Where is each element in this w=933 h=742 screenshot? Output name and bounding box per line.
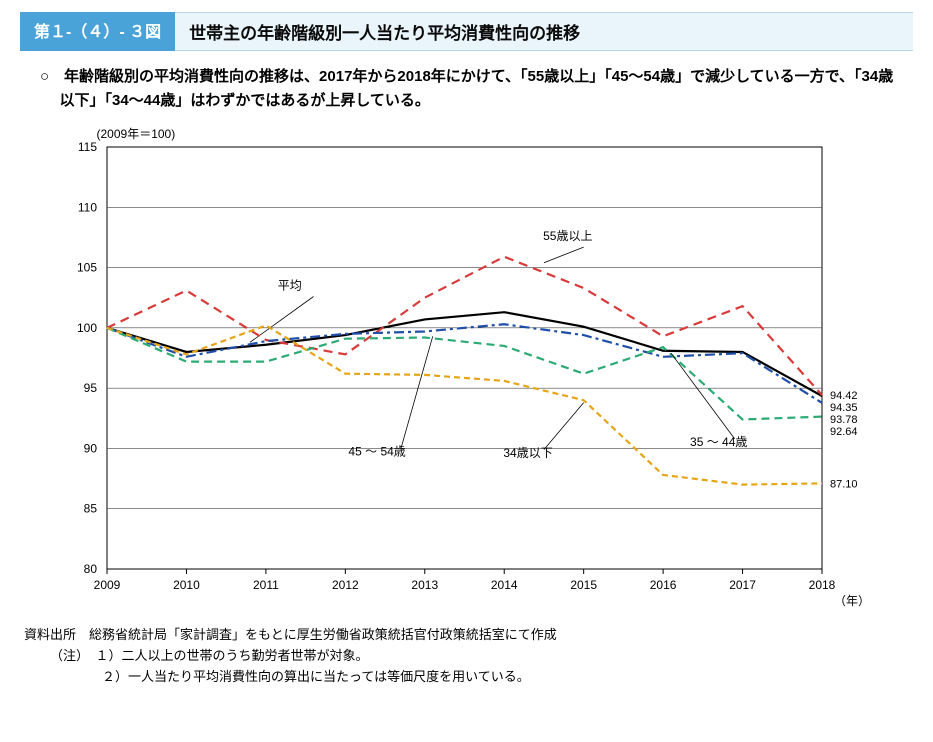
series-45～54歳 xyxy=(107,324,822,403)
x-tick-label: 2017 xyxy=(729,578,756,592)
notes-label: （注） xyxy=(50,648,83,663)
end-value-label: 87.10 xyxy=(830,478,858,490)
series-label: 平均 xyxy=(277,278,301,292)
y-tick-label: 85 xyxy=(83,502,97,516)
y-tick-label: 80 xyxy=(83,562,97,576)
x-tick-label: 2009 xyxy=(93,578,120,592)
x-tick-label: 2010 xyxy=(173,578,200,592)
y-axis-unit: (2009年＝100) xyxy=(97,125,176,142)
y-tick-label: 105 xyxy=(76,261,96,275)
x-tick-label: 2018 xyxy=(808,578,835,592)
summary-bullet: ○ 年齢階級別の平均消費性向の推移は、2017年から2018年にかけて、「55歳… xyxy=(40,65,903,113)
source-label: 資料出所 xyxy=(24,627,76,642)
callout-line xyxy=(543,247,583,263)
note-1: １）二人以上の世帯のうち勤労者世帯が対象。 xyxy=(96,648,369,663)
x-tick-label: 2011 xyxy=(252,578,278,592)
series-35～44歳 xyxy=(107,328,822,420)
y-tick-label: 110 xyxy=(77,200,96,214)
x-tick-label: 2014 xyxy=(490,578,517,592)
callout-line xyxy=(671,353,735,439)
figure-header: 第１-（４）- ３図 世帯主の年齢階級別一人当たり平均消費性向の推移 xyxy=(20,12,913,51)
end-value-label: 92.64 xyxy=(830,426,858,438)
end-value-label: 94.35 xyxy=(830,402,858,414)
chart-container: (2009年＝100) 8085909510010511011520092010… xyxy=(37,129,897,609)
end-value-label: 94.42 xyxy=(830,390,858,402)
x-tick-label: 2016 xyxy=(649,578,676,592)
y-tick-label: 90 xyxy=(83,441,97,455)
y-tick-label: 115 xyxy=(77,140,96,154)
source-line: 資料出所 総務省統計局「家計調査」をもとに厚生労働省政策統括官付政策統括室にて作… xyxy=(24,625,913,646)
plot-border xyxy=(107,147,822,569)
series-label: 45 ～ 54歳 xyxy=(348,445,405,459)
x-axis-unit: （年） xyxy=(833,594,869,608)
notes-block: （注） １）二人以上の世帯のうち勤労者世帯が対象。 ２）一人当たり平均消費性向の… xyxy=(50,646,913,688)
y-tick-label: 95 xyxy=(83,381,97,395)
end-value-label: 93.78 xyxy=(830,414,858,426)
x-tick-label: 2015 xyxy=(570,578,597,592)
source-text: 総務省統計局「家計調査」をもとに厚生労働省政策統括官付政策統括室にて作成 xyxy=(89,627,557,642)
series-label: 35 ～ 44歳 xyxy=(690,435,747,449)
figure-title: 世帯主の年齢階級別一人当たり平均消費性向の推移 xyxy=(175,12,913,51)
callout-line xyxy=(543,403,583,450)
line-chart: 80 85 90 95 100 105 110 115 2009 2010 2011 2012 2013… xyxy=(37,129,897,609)
series-label: 55歳以上 xyxy=(543,229,592,243)
figure-tag: 第１-（４）- ３図 xyxy=(20,12,175,51)
note-2: ２）一人当たり平均消費性向の算出に当たっては等価尺度を用いている。 xyxy=(102,669,530,684)
callout-line xyxy=(400,336,432,448)
series-55歳以上 xyxy=(107,257,822,395)
x-tick-label: 2012 xyxy=(331,578,358,592)
x-tick-label: 2013 xyxy=(411,578,438,592)
y-tick-label: 100 xyxy=(76,321,96,335)
